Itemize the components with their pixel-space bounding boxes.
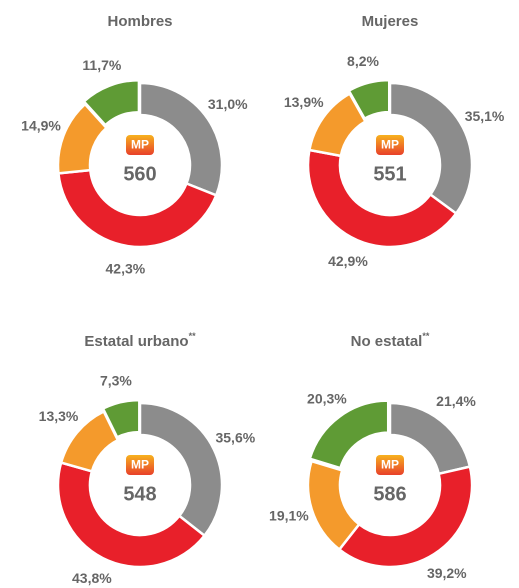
donut-segment: [347, 78, 391, 121]
value-label: 21,4%: [436, 393, 476, 409]
badge: [376, 455, 404, 475]
donut-segment: [308, 399, 390, 470]
value-label: 42,3%: [106, 261, 146, 277]
badge-label: MP: [131, 458, 149, 472]
donut-segment: [101, 398, 141, 439]
title-text: Mujeres: [362, 13, 419, 30]
chart-title: No estatal**: [351, 331, 430, 350]
badge: [376, 135, 404, 155]
title-text: No estatal: [351, 333, 423, 350]
badge: [126, 135, 154, 155]
value-label: 42,9%: [328, 253, 368, 269]
donut-segment: [337, 465, 474, 569]
center-value: 551: [373, 163, 406, 185]
center-value: 548: [123, 483, 156, 505]
donut-segment: [388, 81, 474, 216]
donut-segment: [306, 148, 458, 249]
title-text: Estatal urbano: [84, 333, 188, 350]
badge: [126, 455, 154, 475]
center-value: 586: [373, 483, 406, 505]
badge-label: MP: [381, 138, 399, 152]
value-label: 13,3%: [39, 408, 79, 424]
center-value: 560: [123, 163, 156, 185]
donut-segment: [138, 81, 224, 197]
value-label: 43,8%: [72, 570, 112, 586]
donut-segment: [82, 78, 141, 127]
chart-title: Mujeres: [362, 13, 419, 30]
value-label: 7,3%: [100, 372, 132, 388]
badge-label: MP: [381, 458, 399, 472]
donut-segment: [57, 168, 218, 249]
chart-title: Estatal urbano**: [84, 331, 196, 350]
badge-label: MP: [131, 138, 149, 152]
donut-segment: [56, 461, 207, 569]
chart-title: Hombres: [107, 13, 172, 30]
value-label: 14,9%: [21, 118, 61, 134]
title-text: Hombres: [107, 13, 172, 30]
value-label: 19,1%: [269, 508, 309, 524]
value-label: 20,3%: [307, 391, 347, 407]
value-label: 13,9%: [284, 94, 324, 110]
donut-segment: [306, 459, 361, 552]
value-label: 35,6%: [215, 429, 255, 445]
value-label: 31,0%: [208, 96, 248, 112]
value-label: 11,7%: [82, 57, 121, 73]
title-note: **: [189, 331, 197, 341]
donut-segment: [138, 401, 224, 538]
value-label: 39,2%: [427, 565, 467, 581]
value-label: 8,2%: [347, 53, 379, 69]
title-note: **: [422, 331, 430, 341]
value-label: 35,1%: [465, 108, 505, 124]
